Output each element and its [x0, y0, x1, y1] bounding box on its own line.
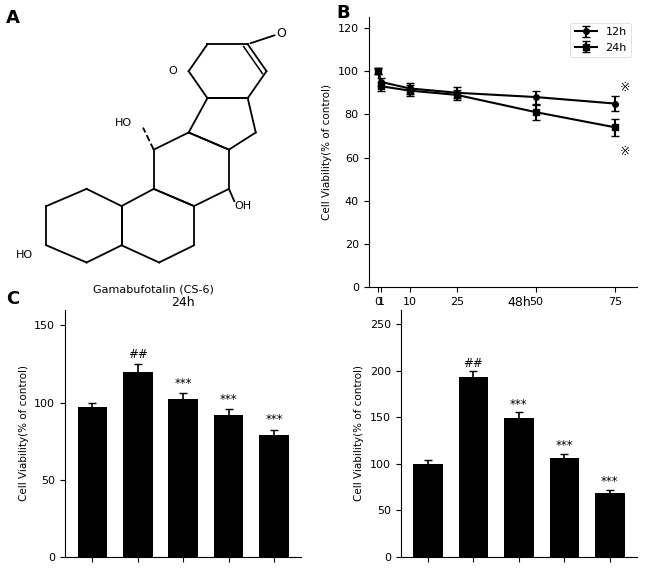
Text: A: A	[6, 9, 20, 27]
Text: HO: HO	[115, 118, 132, 127]
Text: ※: ※	[619, 145, 630, 157]
Text: ***: ***	[220, 393, 237, 406]
Text: OH: OH	[234, 201, 252, 211]
Text: Gamabufotalin (CS-6): Gamabufotalin (CS-6)	[94, 285, 214, 294]
X-axis label: CS-6(nM): CS-6(nM)	[476, 312, 530, 325]
Bar	[595, 494, 625, 557]
Text: O: O	[276, 26, 286, 40]
Text: B: B	[336, 3, 350, 22]
Bar	[77, 407, 107, 557]
Bar	[259, 435, 289, 557]
Y-axis label: Cell Viability(% of control): Cell Viability(% of control)	[322, 84, 332, 220]
Legend: 12h, 24h: 12h, 24h	[570, 23, 631, 57]
Text: C: C	[6, 290, 20, 308]
Text: HO: HO	[16, 250, 33, 260]
Text: ***: ***	[174, 377, 192, 390]
Title: 24h: 24h	[172, 296, 195, 309]
Bar	[168, 400, 198, 557]
Bar	[549, 458, 579, 557]
Y-axis label: Cell Viability(% of control): Cell Viability(% of control)	[354, 366, 364, 501]
Text: ***: ***	[601, 475, 619, 488]
Text: ※: ※	[619, 81, 630, 94]
Text: ***: ***	[265, 413, 283, 426]
Bar	[413, 464, 443, 557]
Bar	[504, 418, 534, 557]
Title: 48h: 48h	[507, 296, 530, 309]
Bar	[459, 377, 488, 557]
Y-axis label: Cell Viability(% of control): Cell Viability(% of control)	[19, 366, 29, 501]
Bar	[214, 415, 243, 557]
Text: ##: ##	[463, 356, 483, 370]
Text: O: O	[168, 66, 177, 76]
Bar	[123, 372, 153, 557]
Text: ##: ##	[128, 348, 148, 361]
Text: ***: ***	[510, 398, 528, 410]
Text: ***: ***	[556, 439, 573, 452]
